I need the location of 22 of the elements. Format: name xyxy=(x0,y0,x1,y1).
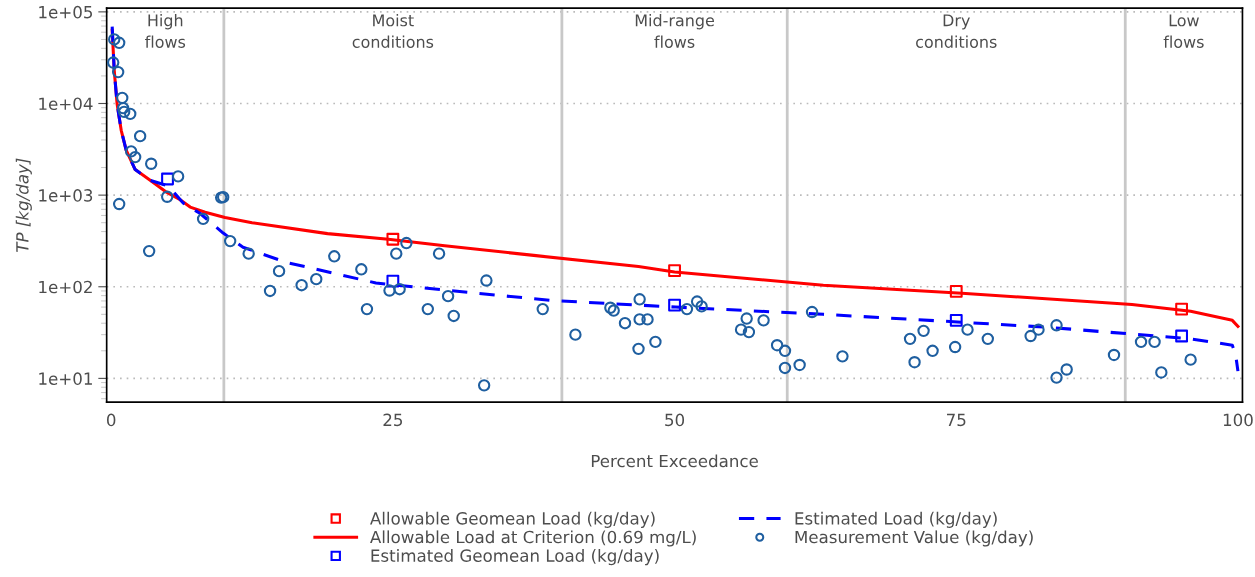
y-tick-label: 1e+05 xyxy=(39,5,93,19)
y-axis-title: TP [kg/day] xyxy=(15,158,32,252)
annotation: High flows xyxy=(145,13,186,48)
annotation: Mid-range flows xyxy=(635,13,714,48)
y-tick-label: 1e+03 xyxy=(39,189,93,202)
legend-label: Allowable Geomean Load (kg/day) xyxy=(370,511,655,528)
legend-label: Allowable Load at Criterion (0.69 mg/L) xyxy=(370,530,696,547)
x-tick-label: 0 xyxy=(106,413,116,427)
legend-label: Estimated Geomean Load (kg/day) xyxy=(371,549,659,566)
y-tick-label: 1e+01 xyxy=(39,372,92,385)
x-tick-label: 50 xyxy=(665,413,685,427)
y-tick-label: 1e+04 xyxy=(39,97,93,111)
annotation: Moist conditions xyxy=(352,13,434,48)
annotation: Dry conditions xyxy=(916,14,997,48)
x-axis-title: Percent Exceedance xyxy=(591,454,758,468)
y-tick-label: 1e+02 xyxy=(39,280,92,294)
x-tick-label: 75 xyxy=(947,413,966,427)
x-tick-label: 25 xyxy=(383,413,403,427)
legend-label: Measurement Value (kg/day) xyxy=(795,530,1033,547)
legend-label: Estimated Load (kg/day) xyxy=(795,511,997,528)
x-tick-label: 100 xyxy=(1223,413,1253,427)
annotation: Low flows xyxy=(1163,14,1204,48)
